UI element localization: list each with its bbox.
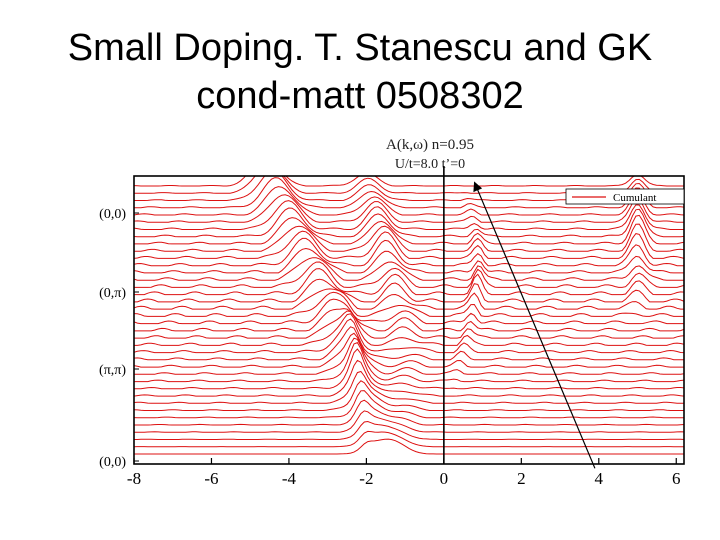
spectral-curve <box>134 410 684 433</box>
spectral-curve <box>134 438 684 455</box>
spectral-curve <box>134 298 684 325</box>
x-tick-label: -6 <box>204 469 218 488</box>
slide-title: Small Doping. T. Stanescu and GK cond-ma… <box>0 24 720 120</box>
x-tick-label: 4 <box>595 469 604 488</box>
spectral-curve <box>134 313 684 346</box>
spectral-curve <box>134 223 684 252</box>
pointer-arrow <box>473 181 596 469</box>
spectral-curve <box>134 237 684 267</box>
spectral-curve <box>134 200 684 230</box>
spectral-curve <box>134 257 684 281</box>
y-tick-label: (0,0) <box>99 207 126 222</box>
spectral-curve <box>134 214 684 245</box>
spectral-curve <box>134 288 684 310</box>
spectral-curve <box>134 268 684 296</box>
spectral-curve <box>134 186 684 216</box>
spectral-curve <box>134 380 684 411</box>
y-tick-label: (0,π) <box>99 286 126 301</box>
spectral-curve <box>134 341 684 383</box>
spectral-curve <box>134 359 684 397</box>
chart-title: A(k,ω) n=0.95 <box>386 137 474 153</box>
spectral-curve <box>134 337 684 375</box>
y-axis: (0,0) (0,π) (π,π) (0,0) <box>99 207 139 470</box>
spectral-curve <box>134 247 684 274</box>
spectral-curve <box>134 318 684 354</box>
spectral-function-chart: A(k,ω) n=0.95 U/t=8.0 t’=0 -8 -6 -4 -2 0 2 4 6 … <box>99 137 685 488</box>
spectral-curve <box>134 261 684 288</box>
spectral-curve <box>134 326 684 361</box>
x-tick-label: 0 <box>440 469 449 488</box>
spectral-curve <box>134 308 684 332</box>
spectral-curve <box>134 332 684 368</box>
plot-frame <box>133 175 685 465</box>
spectral-curve <box>134 207 684 238</box>
spectral-curve <box>134 420 684 440</box>
slide-title-line-1: Small Doping. T. Stanescu and GK <box>67 27 653 69</box>
spectral-curve <box>134 370 684 404</box>
x-tick-label: 2 <box>517 469 526 488</box>
x-tick-label: -8 <box>127 469 141 488</box>
legend: Cumulant <box>565 188 685 205</box>
spectral-curve <box>134 310 684 339</box>
spectral-curve <box>134 399 684 426</box>
x-tick-label: -4 <box>282 469 297 488</box>
spectral-curve <box>134 177 684 209</box>
chart-subtitle: U/t=8.0 t’=0 <box>395 157 465 172</box>
y-tick-label: (π,π) <box>99 363 126 378</box>
y-tick-label: (0,0) <box>99 455 126 470</box>
x-tick-label: 6 <box>672 469 681 488</box>
spectral-curve <box>134 194 684 223</box>
spectral-curve <box>134 348 684 390</box>
legend-box <box>565 188 685 205</box>
spectral-curve <box>134 230 684 259</box>
slide-title-line-2: cond-matt 0508302 <box>196 75 524 117</box>
legend-label: Cumulant <box>613 192 656 204</box>
spectral-curve <box>134 291 684 317</box>
spectral-curve <box>134 278 684 303</box>
curve-group <box>134 176 684 455</box>
spectral-curve <box>134 430 684 448</box>
x-tick-label: -2 <box>359 469 373 488</box>
x-axis: -8 -6 -4 -2 0 2 4 6 <box>127 458 681 488</box>
spectral-curve <box>134 390 684 419</box>
spectral-curve <box>134 176 684 187</box>
